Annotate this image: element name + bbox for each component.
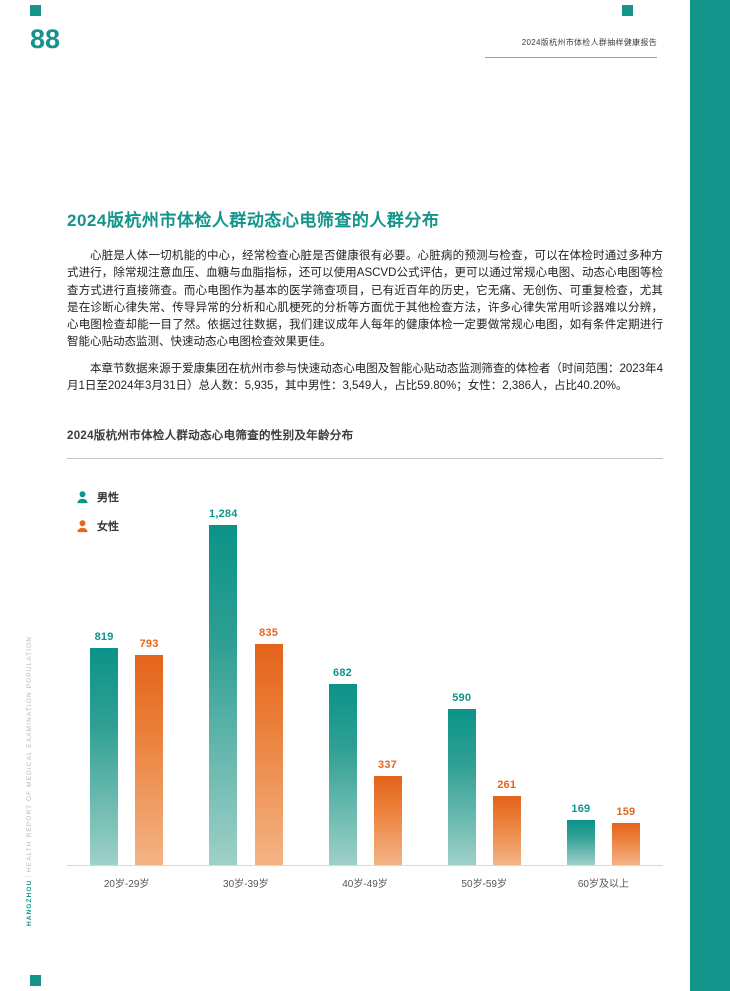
male-bar xyxy=(566,820,595,865)
chart-plot-area: 819 793 1,284 835 682 337 590 261 169 159 xyxy=(67,487,663,865)
legend-item-female: 女性 xyxy=(75,518,119,534)
chart-section-title: 2024版杭州市体检人群动态心电筛查的性别及年龄分布 xyxy=(67,430,354,442)
bar-value-label: 1,284 xyxy=(209,508,238,520)
x-axis-category-label: 20岁-29岁 xyxy=(103,879,150,890)
bar-value-label: 159 xyxy=(616,806,636,818)
female-bar-column: 337 xyxy=(373,759,402,865)
male-bar-column: 819 xyxy=(90,631,119,865)
x-axis-category-label: 30岁-39岁 xyxy=(223,879,269,890)
bar-group: 819 793 xyxy=(67,631,186,865)
right-accent-band xyxy=(690,0,730,991)
male-bar-column: 682 xyxy=(328,667,357,865)
chart-x-axis: 20岁-29岁 30岁-39岁 40岁-49岁 50岁-59岁 60岁及以上 xyxy=(67,865,663,890)
corner-square-bottom-left xyxy=(30,975,41,986)
paragraph: 本章节数据来源于爱康集团在杭州市参与快速动态心电图及智能心贴动态监测筛查的体检者… xyxy=(67,362,663,392)
running-header: 2024版杭州市体检人群抽样健康报告 xyxy=(485,37,657,58)
female-bar xyxy=(254,644,283,865)
female-bar-column: 835 xyxy=(254,627,283,865)
spine-title: HEALTH REPORT OF MEDICAL EXAMINATION POP… xyxy=(26,635,33,873)
running-header-title: 2024版杭州市体检人群抽样健康报告 xyxy=(521,38,657,47)
male-bar-column: 169 xyxy=(566,803,595,865)
male-bar xyxy=(209,525,238,865)
bar-value-label: 682 xyxy=(333,667,352,679)
female-bar-column: 793 xyxy=(135,638,164,865)
bar-group: 1,284 835 xyxy=(186,508,305,865)
male-bar xyxy=(90,648,119,865)
female-bar-column: 159 xyxy=(611,806,640,865)
bar-group: 682 337 xyxy=(305,667,424,865)
legend-label: 男性 xyxy=(97,492,119,504)
article-body: 心脏是人体一切机能的中心，经常检查心脏是否健康很有必要。心脏病的预测与检查，可以… xyxy=(67,248,663,395)
article-title: 2024版杭州市体检人群动态心电筛查的人群分布 xyxy=(67,211,440,230)
x-axis-category-label: 40岁-49岁 xyxy=(342,879,388,890)
female-bar xyxy=(373,776,402,865)
spine-text: HANGZHOU｜HEALTH REPORT OF MEDICAL EXAMIN… xyxy=(25,636,35,926)
legend-item-male: 男性 xyxy=(75,489,119,505)
bar-value-label: 261 xyxy=(497,779,517,791)
female-bar xyxy=(611,823,640,865)
page-content: 2024版杭州市体检人群动态心电筛查的人群分布 心脏是人体一切机能的中心，经常检… xyxy=(67,206,663,890)
spine-separator: ｜ xyxy=(26,872,33,880)
legend-label: 女性 xyxy=(97,521,119,533)
bar-value-label: 590 xyxy=(452,692,472,704)
female-person-icon xyxy=(75,519,90,534)
bar-chart: 男性女性 819 793 1,284 835 682 337 590 261 169 159 20… xyxy=(67,487,663,890)
bar-value-label: 835 xyxy=(259,627,279,639)
chart-section-header: 2024版杭州市体检人群动态心电筛查的性别及年龄分布 xyxy=(67,427,663,459)
bar-group: 590 261 xyxy=(425,692,544,865)
bar-value-label: 337 xyxy=(378,759,397,771)
male-bar-column: 1,284 xyxy=(209,508,238,865)
male-bar xyxy=(447,709,476,865)
male-bar xyxy=(328,684,357,865)
female-bar xyxy=(135,655,164,865)
male-bar-column: 590 xyxy=(447,692,476,865)
bar-group: 169 159 xyxy=(544,803,663,865)
bar-value-label: 793 xyxy=(139,638,159,650)
spine-brand: HANGZHOU xyxy=(26,879,33,926)
corner-square-top-left xyxy=(30,5,41,16)
female-bar xyxy=(492,796,521,865)
female-bar-column: 261 xyxy=(492,779,521,865)
x-axis-category-label: 60岁及以上 xyxy=(577,879,629,890)
x-axis-category-label: 50岁-59岁 xyxy=(461,879,507,890)
bar-value-label: 819 xyxy=(94,631,114,643)
chart-legend: 男性 女性 xyxy=(75,489,119,534)
corner-square-top-right xyxy=(622,5,633,16)
male-person-icon xyxy=(75,490,90,505)
bar-value-label: 169 xyxy=(571,803,591,815)
page-number: 88 xyxy=(30,24,61,54)
paragraph: 心脏是人体一切机能的中心，经常检查心脏是否健康很有必要。心脏病的预测与检查，可以… xyxy=(67,250,663,349)
